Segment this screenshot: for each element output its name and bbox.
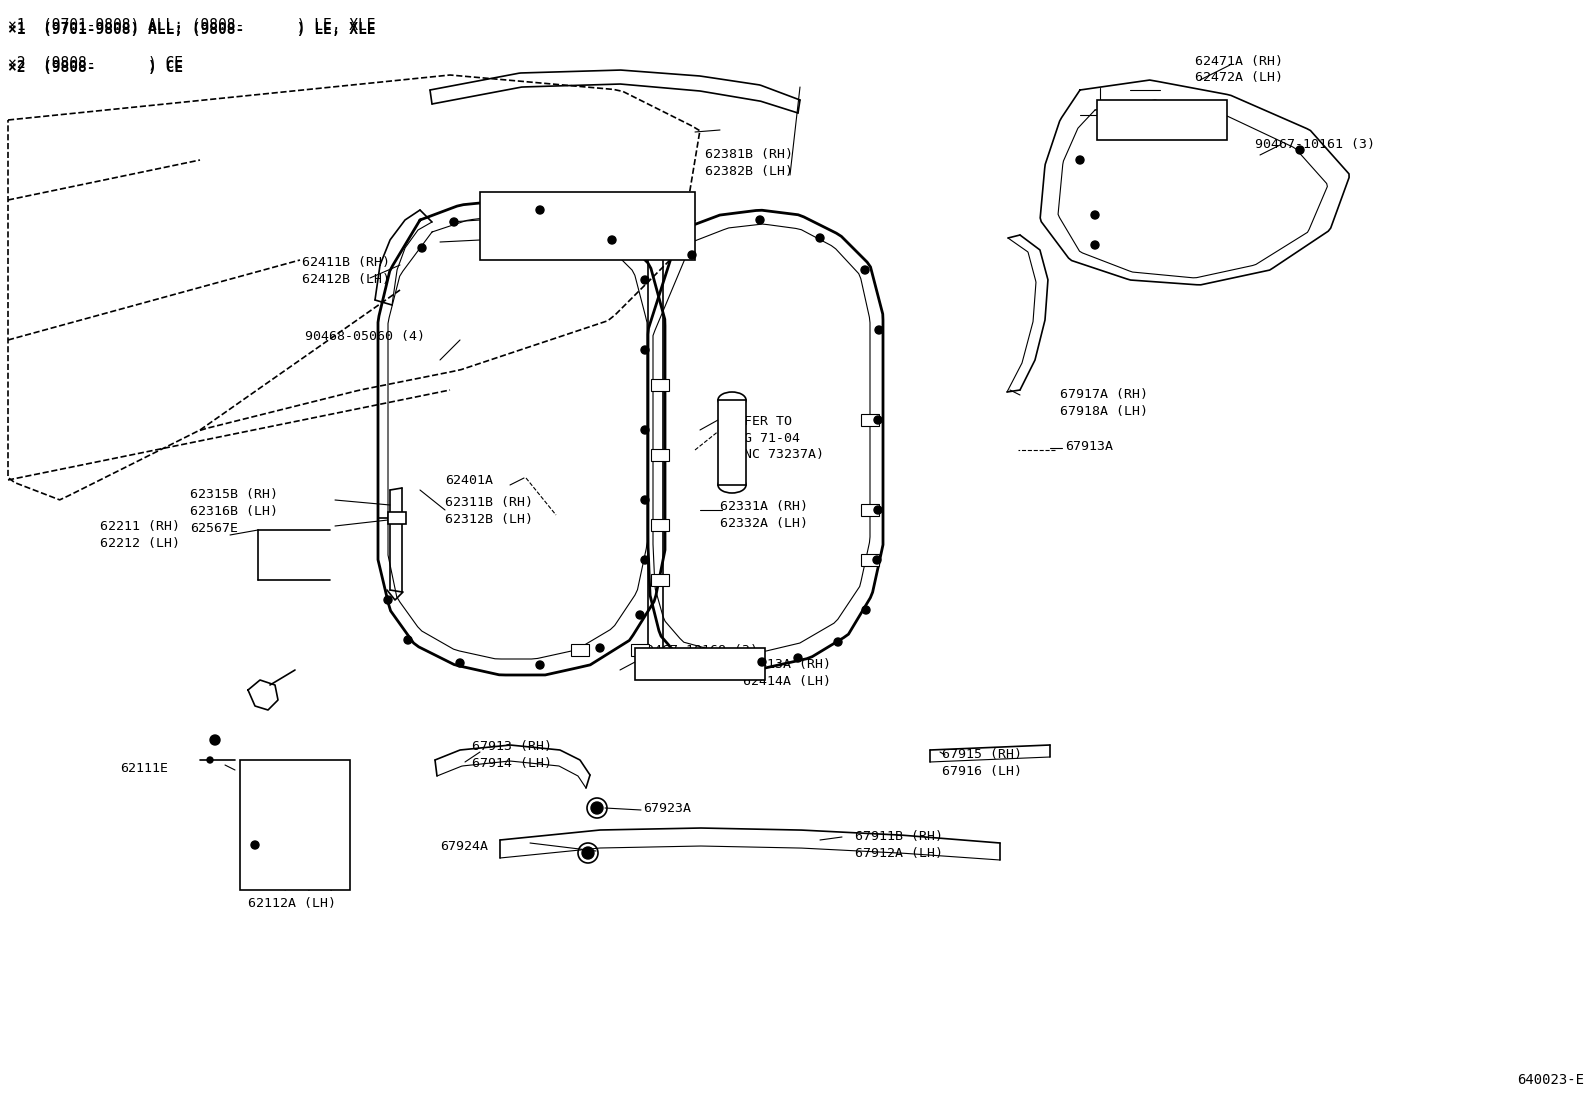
Text: ×1  (9701-9808) ALL; (9808-      ) LE, XLE: ×1 (9701-9808) ALL; (9808- ) LE, XLE — [8, 22, 376, 37]
Circle shape — [608, 236, 616, 244]
Circle shape — [834, 639, 842, 646]
Circle shape — [874, 417, 882, 424]
Circle shape — [419, 244, 427, 252]
Bar — [481, 192, 696, 260]
Circle shape — [794, 654, 802, 662]
Circle shape — [817, 234, 825, 242]
Circle shape — [642, 496, 650, 504]
Bar — [861, 554, 879, 566]
Ellipse shape — [718, 392, 747, 408]
Circle shape — [384, 596, 392, 604]
Bar — [572, 644, 589, 656]
Text: 67923A: 67923A — [643, 802, 691, 815]
Bar — [1097, 100, 1227, 140]
Circle shape — [595, 644, 603, 652]
Circle shape — [1091, 241, 1098, 249]
Text: ×2  (9808-      ) CE: ×2 (9808- ) CE — [8, 60, 183, 75]
Text: ×2 90467-10168: ×2 90467-10168 — [482, 234, 594, 247]
Circle shape — [591, 802, 603, 814]
Circle shape — [642, 426, 650, 434]
Ellipse shape — [718, 477, 747, 493]
Circle shape — [583, 847, 594, 859]
Text: 90468-05060 (4): 90468-05060 (4) — [306, 330, 425, 343]
Text: 62111B: 62111B — [271, 782, 318, 795]
Text: 62111A (RH)
62112A (LH): 62111A (RH) 62112A (LH) — [248, 880, 336, 910]
Text: 62471A (RH)
62472A (LH): 62471A (RH) 62472A (LH) — [1196, 55, 1283, 85]
Text: 62381B (RH)
62382B (LH): 62381B (RH) 62382B (LH) — [705, 148, 793, 178]
Bar — [651, 574, 669, 586]
Text: 90468-05060 (2): 90468-05060 (2) — [482, 195, 602, 207]
Circle shape — [1296, 146, 1304, 154]
Circle shape — [210, 735, 220, 745]
Circle shape — [874, 506, 882, 514]
Text: 90468-05077: 90468-05077 — [1097, 102, 1184, 115]
Circle shape — [876, 326, 884, 334]
Bar — [718, 400, 747, 485]
Bar — [388, 512, 406, 524]
Circle shape — [872, 556, 880, 564]
Circle shape — [1091, 211, 1098, 219]
Text: 62413A (RH)
62414A (LH): 62413A (RH) 62414A (LH) — [743, 658, 831, 688]
Circle shape — [758, 658, 766, 666]
Circle shape — [642, 556, 650, 564]
Text: ×1 90467-10167: ×1 90467-10167 — [482, 214, 594, 227]
Text: 62315B (RH)
62316B (LH): 62315B (RH) 62316B (LH) — [189, 488, 279, 518]
Circle shape — [756, 217, 764, 224]
Bar — [651, 449, 669, 460]
Circle shape — [451, 218, 458, 226]
Text: 67915 (RH)
67916 (LH): 67915 (RH) 67916 (LH) — [942, 748, 1022, 777]
Text: 62331A (RH)
62332A (LH): 62331A (RH) 62332A (LH) — [720, 500, 809, 530]
Bar — [651, 379, 669, 391]
Circle shape — [207, 757, 213, 763]
Circle shape — [404, 636, 412, 644]
Text: 62401A: 62401A — [446, 474, 494, 487]
Text: 90467-10168 (3): 90467-10168 (3) — [638, 644, 758, 657]
Text: 62411B (RH)
62412B (LH): 62411B (RH) 62412B (LH) — [302, 256, 390, 286]
Text: 62111E: 62111E — [119, 762, 169, 775]
Bar — [635, 648, 766, 680]
Circle shape — [642, 346, 650, 354]
Circle shape — [537, 206, 544, 214]
Text: 67913 (RH)
67914 (LH): 67913 (RH) 67914 (LH) — [471, 740, 552, 769]
Circle shape — [861, 266, 869, 274]
Text: 90467-10161 (3): 90467-10161 (3) — [1254, 138, 1375, 151]
Circle shape — [252, 841, 259, 850]
Bar — [240, 761, 350, 890]
Text: 67911B (RH)
67912A (LH): 67911B (RH) 67912A (LH) — [855, 830, 942, 859]
Circle shape — [861, 606, 869, 614]
Circle shape — [688, 251, 696, 259]
Text: 67924A: 67924A — [439, 840, 489, 853]
Circle shape — [642, 276, 650, 284]
Bar — [630, 644, 650, 656]
Circle shape — [635, 611, 645, 619]
Text: REFER TO
FIG 71-04
(PNC 73237A): REFER TO FIG 71-04 (PNC 73237A) — [728, 415, 825, 460]
Text: 62311B (RH)
62312B (LH): 62311B (RH) 62312B (LH) — [446, 496, 533, 525]
Text: 67917A (RH)
67918A (LH): 67917A (RH) 67918A (LH) — [1060, 388, 1148, 418]
Bar — [651, 519, 669, 531]
Text: 640023-E: 640023-E — [1517, 1073, 1584, 1087]
Circle shape — [537, 660, 544, 669]
Bar — [861, 414, 879, 426]
Text: ×2  (9808-      ) CE: ×2 (9808- ) CE — [8, 56, 183, 71]
Bar — [861, 504, 879, 517]
Text: ×1  (9701-9808) ALL; (9808-      ) LE, XLE: ×1 (9701-9808) ALL; (9808- ) LE, XLE — [8, 18, 376, 33]
Text: 67913A: 67913A — [1065, 440, 1113, 453]
Circle shape — [455, 659, 463, 667]
Text: 62567E: 62567E — [189, 522, 237, 535]
Text: 62211 (RH)
62212 (LH): 62211 (RH) 62212 (LH) — [100, 520, 180, 550]
Circle shape — [1076, 156, 1084, 164]
